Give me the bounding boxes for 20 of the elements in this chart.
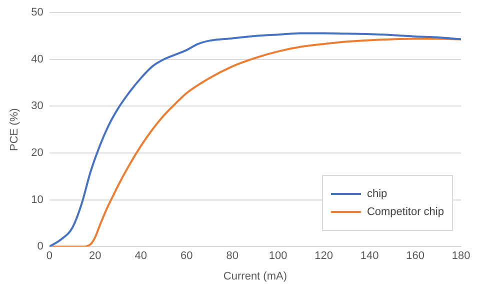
- x-tick-label: 120: [314, 250, 333, 262]
- legend-label: chip: [366, 188, 388, 200]
- x-tick-label: 80: [226, 250, 238, 262]
- y-tick-label: 30: [31, 100, 44, 112]
- x-tick-label: 40: [134, 250, 148, 262]
- x-tick-label: 180: [452, 250, 470, 262]
- y-tick-label: 50: [31, 6, 44, 19]
- x-tick-label: 60: [180, 250, 193, 262]
- x-tick-label: 100: [268, 250, 288, 262]
- x-tick-label: 20: [89, 250, 102, 262]
- x-axis-title: Current (mA): [223, 270, 287, 282]
- y-tick-label: 40: [31, 53, 44, 66]
- x-tick-label: 0: [46, 250, 52, 262]
- legend-label: Competitor chip: [366, 206, 444, 218]
- y-tick-label: 10: [31, 194, 44, 206]
- y-tick-label: 20: [31, 147, 44, 160]
- x-tick-label: 140: [360, 250, 379, 262]
- y-tick-label: 0: [37, 240, 44, 253]
- y-axis-title: PCE (%): [8, 108, 21, 151]
- x-tick-label: 160: [406, 250, 424, 262]
